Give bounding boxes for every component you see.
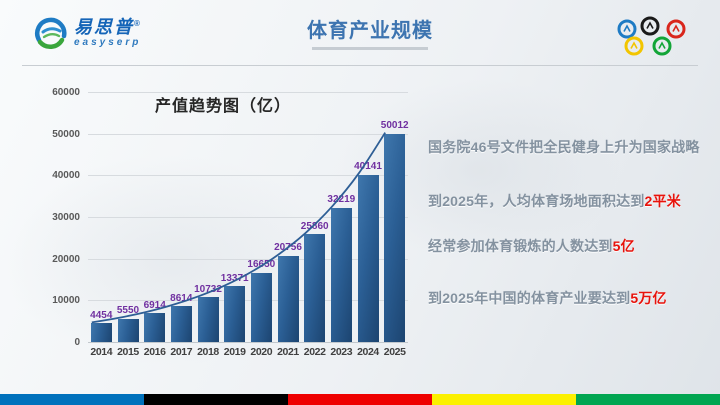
logo-name-en: easyserp <box>74 37 142 48</box>
x-axis-label: 2014 <box>90 346 113 358</box>
registered-mark: ® <box>134 19 142 28</box>
footer-stripe <box>0 394 144 405</box>
x-axis-label: 2020 <box>250 346 273 358</box>
y-tick-label: 0 <box>74 337 80 348</box>
ring-yellow-icon <box>624 36 644 56</box>
y-tick-label: 50000 <box>52 128 80 140</box>
page-title: 体育产业规模 <box>307 20 433 42</box>
olympic-rings-icon <box>617 16 686 56</box>
logo-swirl-icon <box>35 17 67 50</box>
bullet-text: 到2025年，人均体育场地面积达到 <box>428 193 645 209</box>
chart-bar <box>384 133 406 342</box>
logo-name-cn: 易思普® <box>74 17 142 37</box>
x-axis-label: 2023 <box>330 346 353 358</box>
chart-bar <box>224 286 246 342</box>
chart-bar <box>250 272 272 342</box>
chart-bar <box>117 318 139 342</box>
footer-stripe <box>576 394 720 405</box>
bullet-highlight: 5万亿 <box>630 290 667 306</box>
x-axis-label: 2018 <box>197 346 219 358</box>
footer-stripe <box>432 394 576 405</box>
x-axis-label: 2021 <box>277 346 299 358</box>
footer-stripe <box>288 394 432 405</box>
x-axis-label: 2017 <box>170 346 193 358</box>
logo-text: 易思普® easyserp <box>74 18 142 48</box>
bullet-text: 经常参加体育锻炼的人数达到 <box>428 238 613 254</box>
y-tick-label: 10000 <box>52 295 80 307</box>
x-axis-line <box>88 342 408 343</box>
ring-red-icon <box>666 19 686 39</box>
bullet-text: 到2025年中国的体育产业要达到 <box>428 290 631 306</box>
chart-bar <box>144 313 166 342</box>
bar-value-label: 50012 <box>380 120 409 132</box>
chart-bar <box>277 255 299 342</box>
x-axis-label: 2015 <box>117 346 139 358</box>
bullet-item: 经常参加体育锻炼的人数达到5亿 <box>428 236 635 256</box>
y-tick-label: 40000 <box>52 170 80 182</box>
chart-bar <box>90 323 112 342</box>
y-tick-label: 60000 <box>52 87 80 98</box>
y-tick-label: 20000 <box>52 253 80 265</box>
title-underline <box>312 47 428 50</box>
x-axis-label: 2024 <box>357 346 379 358</box>
grid-line <box>88 133 408 135</box>
bullet-highlight: 5亿 <box>612 238 635 254</box>
ring-green-icon <box>652 36 672 56</box>
y-tick-label: 30000 <box>52 212 80 223</box>
x-axis-label: 2019 <box>223 346 246 358</box>
chart-bar <box>197 297 219 342</box>
company-logo: 易思普® easyserp <box>33 15 142 51</box>
footer-stripe <box>144 394 288 405</box>
chart-bar <box>170 306 192 342</box>
footer-color-bar <box>0 394 720 405</box>
key-points: 国务院46号文件把全民健身上升为国家战略 到2025年，人均体育场地面积达到2平米… <box>428 0 710 340</box>
bullet-item: 国务院46号文件把全民健身上升为国家战略 <box>428 137 700 157</box>
bullet-text: 国务院46号文件把全民健身上升为国家战略 <box>428 139 700 155</box>
ring-black-icon <box>640 16 660 36</box>
bullet-item: 到2025年中国的体育产业要达到5万亿 <box>428 288 667 308</box>
chart-bar <box>330 207 352 342</box>
x-axis-label: 2025 <box>383 346 406 358</box>
x-axis-label: 2016 <box>143 346 166 358</box>
bullet-highlight: 2平米 <box>644 193 681 209</box>
chart-bar <box>304 234 326 343</box>
page-title-block: 体育产业规模 <box>260 14 480 50</box>
ring-blue-icon <box>617 19 637 39</box>
bullet-item: 到2025年，人均体育场地面积达到2平米 <box>428 191 681 211</box>
chart-title: 产值趋势图（亿） <box>155 98 292 115</box>
grid-line <box>88 92 408 93</box>
chart-bar <box>357 174 379 342</box>
x-axis-label: 2022 <box>303 346 326 358</box>
bar-chart: 产值趋势图（亿） 0 10000 20000 30000 40000 50000 60000… <box>40 80 420 370</box>
header-divider <box>22 65 698 66</box>
